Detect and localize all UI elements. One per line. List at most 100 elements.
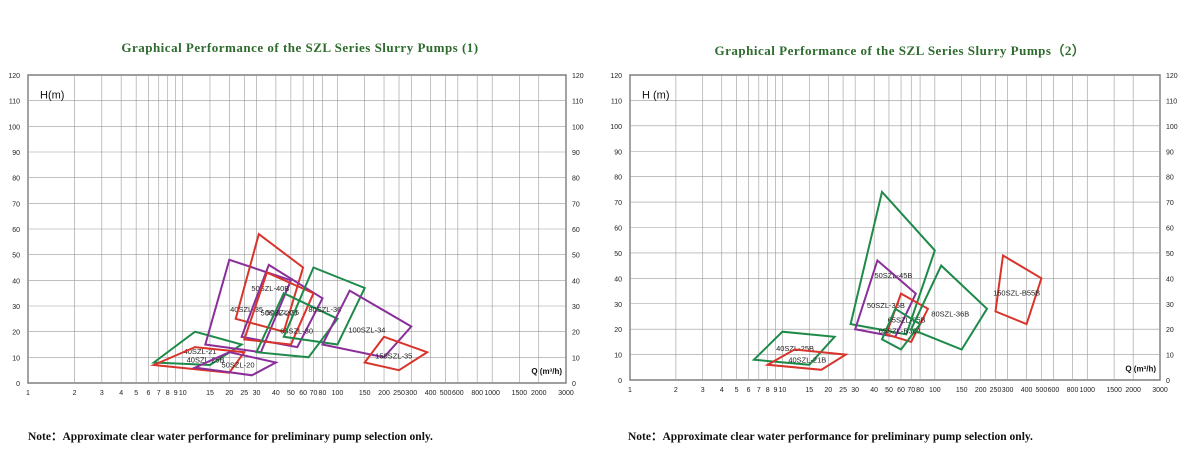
region-label: 80SZL-36 xyxy=(308,305,341,314)
x-tick-label: 1500 xyxy=(1106,387,1122,394)
x-tick-label: 500 xyxy=(440,390,452,397)
x-tick-label: 800 xyxy=(1067,387,1079,394)
y-tick-label-left: 120 xyxy=(610,73,622,80)
x-tick-label: 8 xyxy=(166,390,170,397)
x-tick-label: 250 xyxy=(393,390,405,397)
performance-region xyxy=(150,330,245,367)
y-tick-label-left: 60 xyxy=(12,227,20,234)
x-tick-label: 15 xyxy=(206,390,214,397)
performance-region xyxy=(282,266,367,346)
y-tick-label-left: 40 xyxy=(614,276,622,283)
y-tick-label-right: 70 xyxy=(1166,200,1174,207)
x-tick-label: 9 xyxy=(773,387,777,394)
x-tick-label: 7 xyxy=(157,390,161,397)
x-tick-label: 70 xyxy=(310,390,318,397)
x-tick-label: 800 xyxy=(471,390,483,397)
y-tick-label-right: 90 xyxy=(1166,149,1174,156)
x-tick-label: 60 xyxy=(299,390,307,397)
y-tick-label-right: 50 xyxy=(1166,251,1174,258)
region-label: 150SZL-35 xyxy=(375,351,412,360)
note-1: Note：Approximate clear water performance… xyxy=(28,431,433,443)
region-label: 65SZL-35B xyxy=(888,316,926,325)
x-tick-label: 10 xyxy=(779,387,787,394)
y-tick-label-right: 10 xyxy=(1166,353,1174,360)
y-tick-label-right: 20 xyxy=(1166,327,1174,334)
region-label: 50SZL-40B xyxy=(251,284,289,293)
y-axis-label: H(m) xyxy=(40,90,64,102)
y-tick-label-left: 110 xyxy=(611,98,622,105)
chart-title-2: Graphical Performance of the SZL Series … xyxy=(714,43,1086,58)
y-tick-label-right: 0 xyxy=(572,381,576,388)
y-tick-label-right: 30 xyxy=(1166,302,1174,309)
y-tick-label-left: 110 xyxy=(9,99,20,106)
y-tick-label-left: 0 xyxy=(16,381,20,388)
performance-region xyxy=(909,263,989,351)
y-axis-label: H (m) xyxy=(642,89,670,101)
x-tick-label: 70 xyxy=(907,387,915,394)
y-tick-label-right: 100 xyxy=(1166,124,1178,131)
region-label: 50SZL-20 xyxy=(222,360,255,369)
region-label: 65SZL-30 xyxy=(280,326,313,335)
y-tick-label-right: 0 xyxy=(1166,378,1170,385)
x-tick-label: 3 xyxy=(100,390,104,397)
y-tick-label-left: 10 xyxy=(12,355,20,362)
x-tick-label: 2000 xyxy=(531,390,547,397)
performance-region xyxy=(885,292,930,344)
region-label: 150SZL-B55B xyxy=(993,288,1040,297)
y-tick-label-right: 50 xyxy=(572,253,580,260)
x-tick-label: 600 xyxy=(1048,387,1060,394)
x-tick-label: 80 xyxy=(916,387,924,394)
note-2: Note：Approximate clear water performance… xyxy=(628,431,1033,443)
y-tick-label-left: 0 xyxy=(618,378,622,385)
y-tick-label-right: 30 xyxy=(572,304,580,311)
y-tick-label-left: 30 xyxy=(614,302,622,309)
region-label: 80SZL-36B xyxy=(931,309,969,318)
x-tick-label: 3 xyxy=(701,387,705,394)
performance-region xyxy=(149,346,247,374)
y-tick-label-right: 110 xyxy=(1166,98,1177,105)
performance-chart-2: 1 2 3 4 5 6 7 8 9 10 15 20 25 30 40 50 60 70 80 100 150 200 25… xyxy=(610,73,1178,394)
y-tick-label-left: 50 xyxy=(12,253,20,260)
y-tick-label-right: 120 xyxy=(1166,73,1178,80)
x-tick-label: 6 xyxy=(146,390,150,397)
y-tick-label-right: 80 xyxy=(1166,175,1174,182)
chart-title-1: Graphical Performance of the SZL Series … xyxy=(121,40,479,55)
x-axis-label: Q (m³/h) xyxy=(531,367,562,376)
performance-region xyxy=(204,258,293,354)
y-tick-label-left: 40 xyxy=(12,278,20,285)
y-tick-label-right: 60 xyxy=(572,227,580,234)
y-tick-label-left: 120 xyxy=(8,73,20,80)
y-tick-label-left: 70 xyxy=(12,201,20,208)
x-tick-label: 1000 xyxy=(1079,387,1095,394)
x-tick-label: 200 xyxy=(975,387,987,394)
x-tick-label: 400 xyxy=(1021,387,1033,394)
x-tick-label: 1500 xyxy=(512,390,528,397)
x-tick-label: 300 xyxy=(405,390,417,397)
y-tick-label-right: 40 xyxy=(1166,276,1174,283)
x-tick-label: 2 xyxy=(674,387,678,394)
x-tick-label: 5 xyxy=(735,387,739,394)
chart-panel-1: Graphical Performance of the SZL Series … xyxy=(8,40,583,443)
performance-region xyxy=(362,335,430,372)
performance-region xyxy=(255,291,340,359)
x-tick-label: 8 xyxy=(766,387,770,394)
y-tick-label-left: 100 xyxy=(610,124,622,131)
y-tick-label-right: 110 xyxy=(572,99,583,106)
x-tick-label: 10 xyxy=(179,390,187,397)
y-tick-label-left: 50 xyxy=(614,251,622,258)
x-tick-label: 50 xyxy=(885,387,893,394)
y-tick-label-right: 40 xyxy=(572,278,580,285)
x-tick-label: 40 xyxy=(870,387,878,394)
x-tick-label: 40 xyxy=(272,390,280,397)
region-label: 50SZL-45B xyxy=(874,271,912,280)
x-tick-label: 200 xyxy=(378,390,390,397)
x-tick-label: 50 xyxy=(287,390,295,397)
y-tick-label-right: 90 xyxy=(572,150,580,157)
region-label: 40SZL-21B xyxy=(788,356,826,365)
region-label: 40SZL-35 xyxy=(230,305,263,314)
x-tick-label: 100 xyxy=(332,390,344,397)
x-tick-label: 3000 xyxy=(1152,387,1168,394)
x-tick-label: 4 xyxy=(119,390,123,397)
x-tick-label: 4 xyxy=(720,387,724,394)
performance-region xyxy=(853,258,918,338)
